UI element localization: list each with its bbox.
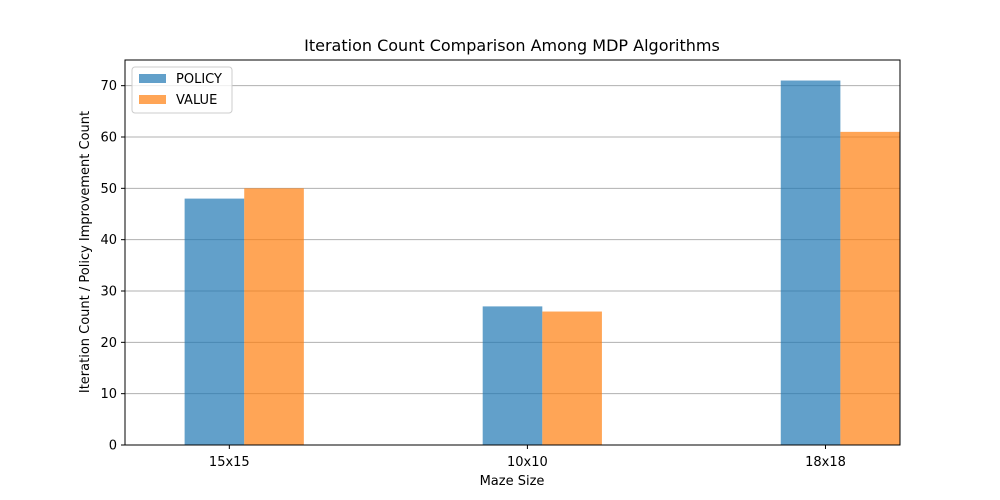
- legend-label-value: VALUE: [176, 93, 217, 108]
- y-tick-label: 50: [100, 182, 117, 197]
- y-tick-label: 70: [100, 79, 117, 94]
- y-axis: 0 10 20 30 40 50 60 70: [100, 79, 125, 454]
- bar-policy-18x18: [780, 80, 841, 446]
- x-tick-label: 15x15: [209, 455, 250, 470]
- y-tick-label: 20: [100, 336, 117, 351]
- x-axis-label: Maze Size: [480, 474, 545, 489]
- y-tick-label: 10: [100, 387, 117, 402]
- bar-group: [184, 80, 900, 446]
- y-axis-label: Iteration Count / Policy Improvement Cou…: [78, 111, 93, 393]
- y-tick-label: 60: [100, 131, 117, 146]
- chart-title: Iteration Count Comparison Among MDP Alg…: [304, 36, 720, 55]
- legend-swatch-value: [139, 95, 166, 104]
- y-tick-label: 40: [100, 233, 117, 248]
- x-axis: 15x15 10x10 18x18: [209, 445, 846, 470]
- bar-value-15x15: [244, 188, 304, 446]
- bar-value-10x10: [542, 311, 602, 445]
- bar-policy-10x10: [482, 306, 543, 445]
- plot-frame: [124, 59, 901, 446]
- y-tick-label: 30: [100, 285, 117, 300]
- legend: POLICY VALUE: [131, 66, 233, 114]
- y-tick-label: 0: [109, 439, 117, 454]
- bar-value-18x18: [840, 131, 900, 445]
- bar-policy-15x15: [184, 198, 245, 445]
- x-tick-label: 10x10: [507, 455, 548, 470]
- x-tick-label: 18x18: [805, 455, 846, 470]
- legend-label-policy: POLICY: [176, 72, 222, 87]
- legend-swatch-policy: [139, 74, 166, 83]
